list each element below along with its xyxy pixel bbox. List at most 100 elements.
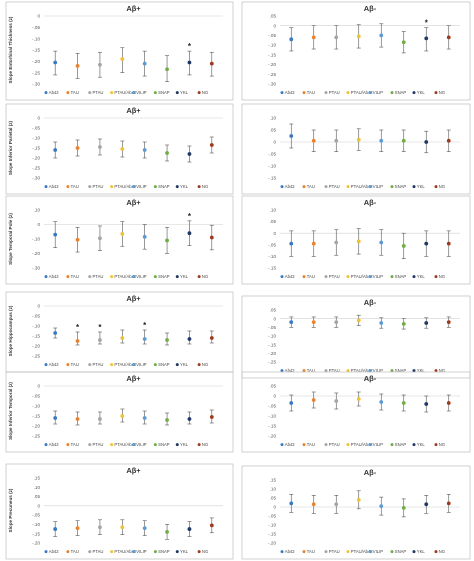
y-tick-label: -.25 bbox=[268, 72, 276, 77]
y-tick-label: -.10 bbox=[32, 522, 40, 527]
data-point-ptau bbox=[334, 320, 339, 325]
data-point-ab42 bbox=[289, 37, 294, 42]
legend-entry: PTAU/Ab42 bbox=[351, 184, 373, 189]
y-tick-label: -.10 bbox=[268, 414, 276, 419]
data-point-ab42 bbox=[53, 416, 58, 420]
significance-marker: * bbox=[425, 19, 429, 28]
data-point-ptau bbox=[98, 525, 102, 530]
legend-entry: Ab42 bbox=[285, 368, 295, 373]
data-point-ptau-ab42 bbox=[120, 414, 125, 418]
data-point-vilip bbox=[142, 234, 147, 239]
legend-entry: Ab42 bbox=[49, 549, 59, 554]
chart-panel-12: Aβ- .15 .10 .05 0 -.05 -.10 -.15 -.20 Ab42 TAU PTAU… bbox=[241, 465, 471, 560]
legend-entry: PTAU bbox=[93, 549, 104, 554]
data-point-vilip bbox=[142, 526, 147, 531]
data-point-ab42 bbox=[53, 331, 58, 335]
legend-swatch bbox=[434, 550, 438, 554]
data-point-ptau-ab42 bbox=[356, 239, 361, 244]
y-tick-label: -.10 bbox=[268, 254, 276, 259]
y-tick-label: -.20 bbox=[32, 541, 40, 546]
legend-entry: PTAU/Ab42 bbox=[351, 274, 373, 279]
legend-swatch bbox=[368, 550, 372, 554]
panel-frame bbox=[5, 1, 234, 101]
y-tick-label: -.20 bbox=[268, 541, 276, 546]
data-point-ptau bbox=[334, 240, 339, 245]
legend-swatch bbox=[412, 550, 416, 554]
legend-entry: VILIP bbox=[373, 549, 383, 554]
legend-entry: VILIP bbox=[373, 368, 383, 373]
data-point-vilip bbox=[379, 138, 384, 143]
y-tick-label: -.10 bbox=[32, 136, 40, 141]
legend-swatch bbox=[390, 550, 394, 554]
legend-swatch bbox=[66, 275, 70, 279]
legend-swatch bbox=[324, 91, 328, 95]
legend-entry: Ab42 bbox=[49, 362, 59, 367]
legend-swatch bbox=[324, 369, 328, 373]
legend-swatch bbox=[44, 185, 48, 189]
data-point-tau bbox=[311, 320, 316, 325]
chart-panel-1: Aβ+ Slope Entorhinal Thickness (z) 0 -.05 -.… bbox=[5, 1, 234, 101]
data-point-ng bbox=[446, 401, 451, 405]
legend-entry: NG bbox=[202, 90, 208, 95]
legend-entry: PTAU/Ab42 bbox=[114, 184, 136, 189]
data-point-ptau-ab42 bbox=[356, 34, 361, 39]
legend-entry: PTAU bbox=[93, 90, 104, 95]
chart-title: Aβ+ bbox=[126, 294, 141, 303]
legend-entry: TAU bbox=[307, 368, 315, 373]
y-tick-label: -.15 bbox=[268, 532, 276, 537]
y-tick-label: .10 bbox=[34, 485, 41, 490]
legend-entry: PTAU/Ab42 bbox=[351, 368, 373, 373]
legend-swatch bbox=[110, 275, 114, 279]
legend-entry: TAU bbox=[71, 442, 79, 447]
data-point-snap bbox=[401, 401, 406, 405]
y-tick-label: 0 bbox=[37, 384, 40, 389]
legend-entry: PTAU/Ab42 bbox=[114, 90, 136, 95]
data-point-tau bbox=[311, 138, 316, 143]
y-axis-label: Slope Inferior Parietal (z) bbox=[8, 120, 13, 175]
legend-entry: Ab42 bbox=[49, 184, 59, 189]
legend-swatch bbox=[302, 369, 306, 373]
legend-entry: VILIP bbox=[373, 90, 383, 95]
legend-entry: VILIP bbox=[136, 442, 146, 447]
legend-swatch bbox=[110, 443, 114, 447]
data-point-ptau-ab42 bbox=[356, 318, 361, 323]
chart-title: Aβ+ bbox=[126, 4, 141, 13]
legend-entry: PTAU/Ab42 bbox=[114, 442, 136, 447]
legend-entry: TAU bbox=[307, 184, 315, 189]
legend-swatch bbox=[434, 443, 438, 447]
y-tick-label: -.05 bbox=[268, 152, 276, 157]
legend-swatch bbox=[390, 275, 394, 279]
data-point-tau bbox=[75, 339, 80, 343]
data-point-ptau bbox=[334, 138, 339, 143]
legend-swatch bbox=[175, 91, 179, 95]
panel-frame bbox=[241, 371, 471, 453]
legend-entry: PTAU bbox=[329, 368, 340, 373]
legend-swatch bbox=[390, 443, 394, 447]
data-point-snap bbox=[401, 321, 406, 326]
data-point-ptau-ab42 bbox=[120, 525, 125, 530]
legend-entry: YKL bbox=[180, 184, 189, 189]
y-tick-label: -.20 bbox=[32, 251, 40, 256]
y-tick-label: -.15 bbox=[268, 342, 276, 347]
legend-entry: TAU bbox=[307, 90, 315, 95]
legend-entry: PTAU bbox=[329, 549, 340, 554]
legend-entry: SNAP bbox=[158, 184, 170, 189]
legend-swatch bbox=[88, 91, 92, 95]
legend-swatch bbox=[346, 275, 350, 279]
data-point-vilip bbox=[379, 504, 384, 508]
chart-title: Aβ- bbox=[364, 468, 377, 477]
data-point-ptau bbox=[98, 417, 102, 421]
legend-swatch bbox=[175, 185, 179, 189]
data-point-snap bbox=[401, 40, 406, 45]
legend-entry: NG bbox=[439, 90, 445, 95]
data-point-ab42 bbox=[289, 320, 294, 325]
data-point-vilip bbox=[379, 33, 384, 38]
data-point-ptau-ab42 bbox=[356, 497, 361, 502]
data-point-vilip bbox=[379, 400, 384, 404]
y-tick-label: -.25 bbox=[32, 434, 40, 439]
legend-swatch bbox=[175, 363, 179, 367]
legend-entry: NG bbox=[202, 362, 208, 367]
data-point-vilip bbox=[142, 148, 147, 152]
legend-entry: Ab42 bbox=[285, 90, 295, 95]
data-point-ykl bbox=[424, 36, 429, 41]
